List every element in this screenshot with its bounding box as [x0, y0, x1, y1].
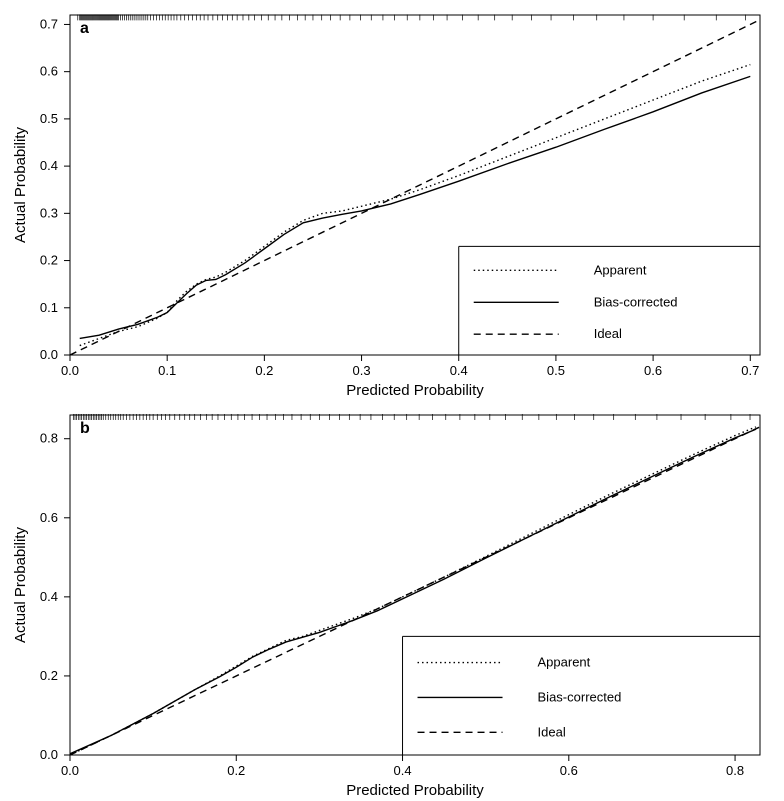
- svg-text:b: b: [80, 420, 90, 437]
- svg-text:0.8: 0.8: [40, 431, 58, 446]
- svg-text:0.8: 0.8: [726, 763, 744, 778]
- svg-text:0.6: 0.6: [560, 763, 578, 778]
- svg-text:0.5: 0.5: [40, 111, 58, 126]
- svg-text:0.1: 0.1: [40, 300, 58, 315]
- svg-text:0.0: 0.0: [40, 347, 58, 362]
- svg-text:0.2: 0.2: [40, 253, 58, 268]
- svg-text:Bias-corrected: Bias-corrected: [594, 294, 678, 309]
- svg-text:Predicted Probability: Predicted Probability: [346, 382, 484, 399]
- svg-text:Actual Probability: Actual Probability: [12, 127, 29, 243]
- svg-text:0.3: 0.3: [40, 205, 58, 220]
- svg-text:0.0: 0.0: [61, 763, 79, 778]
- svg-text:Ideal: Ideal: [538, 724, 566, 739]
- svg-text:a: a: [80, 20, 89, 37]
- svg-text:0.6: 0.6: [40, 510, 58, 525]
- svg-text:0.2: 0.2: [255, 363, 273, 378]
- svg-text:0.0: 0.0: [61, 363, 79, 378]
- svg-text:0.7: 0.7: [741, 363, 759, 378]
- svg-text:Bias-corrected: Bias-corrected: [538, 689, 622, 704]
- svg-text:Actual Probability: Actual Probability: [12, 527, 29, 643]
- calibration-figure: 0.0 0.1 0.2 0.3 0.4 0.5 0.6 0.7 0.0 0.1 0.2 0.3 0.4 0…: [0, 0, 784, 801]
- svg-text:Predicted Probability: Predicted Probability: [346, 782, 484, 799]
- svg-text:0.6: 0.6: [40, 64, 58, 79]
- svg-text:0.4: 0.4: [393, 763, 411, 778]
- svg-text:0.4: 0.4: [40, 589, 58, 604]
- svg-text:Apparent: Apparent: [594, 262, 647, 277]
- svg-text:0.0: 0.0: [40, 747, 58, 762]
- svg-text:0.6: 0.6: [644, 363, 662, 378]
- svg-text:0.2: 0.2: [40, 668, 58, 683]
- svg-text:0.1: 0.1: [158, 363, 176, 378]
- svg-text:0.2: 0.2: [227, 763, 245, 778]
- svg-text:Apparent: Apparent: [538, 655, 591, 670]
- svg-text:Ideal: Ideal: [594, 326, 622, 341]
- svg-text:0.4: 0.4: [450, 363, 468, 378]
- svg-text:0.4: 0.4: [40, 158, 58, 173]
- svg-text:0.7: 0.7: [40, 16, 58, 31]
- svg-text:0.3: 0.3: [353, 363, 371, 378]
- svg-text:0.5: 0.5: [547, 363, 565, 378]
